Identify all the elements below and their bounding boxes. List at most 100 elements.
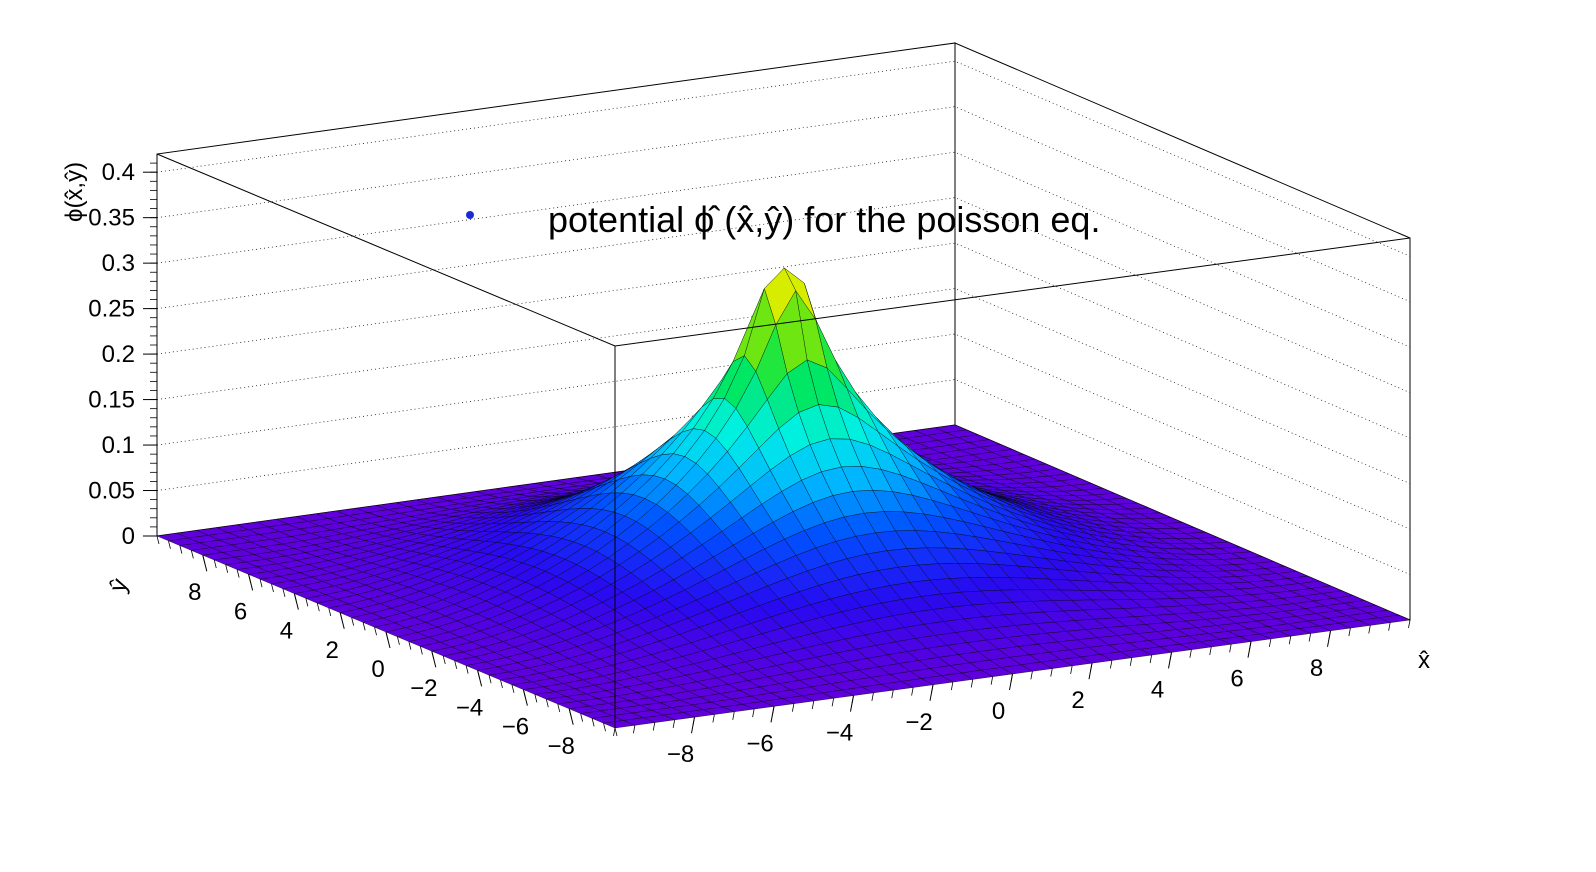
- x-minor-tick: [1328, 630, 1331, 639]
- y-minor-tick: [568, 708, 572, 717]
- y-minor-tick: [351, 617, 355, 626]
- x-minor-tick: [1010, 673, 1013, 683]
- x-minor-tick: [752, 709, 755, 718]
- x-minor-tick: [1090, 663, 1093, 672]
- y-minor-tick: [397, 636, 400, 645]
- x-minor-tick: [911, 687, 914, 696]
- z-tick-label: 0: [122, 523, 135, 550]
- y-minor-tick: [168, 540, 171, 549]
- x-minor-tick: [990, 676, 994, 685]
- y-tick-label: −8: [548, 733, 575, 760]
- x-tick-label: 0: [992, 698, 1005, 725]
- x-minor-tick: [1189, 649, 1192, 658]
- y-tick-label: −6: [502, 714, 529, 741]
- z-tick-label: 0.15: [88, 387, 135, 414]
- y-minor-tick: [545, 699, 549, 708]
- y-minor-tick: [500, 679, 503, 689]
- y-tick-label: 0: [371, 656, 384, 683]
- x-tick-label: 2: [1071, 687, 1084, 714]
- y-minor-tick: [339, 612, 343, 621]
- z-gridline: [156, 106, 1411, 302]
- x-minor-tick: [652, 722, 656, 731]
- z-gridline: [156, 333, 1411, 530]
- x-minor-tick: [1030, 671, 1033, 680]
- y-minor-tick: [385, 631, 389, 641]
- y-minor-tick: [614, 727, 618, 737]
- x-minor-tick: [632, 725, 636, 734]
- y-tick-label: −2: [410, 675, 437, 702]
- y-minor-tick: [374, 627, 377, 636]
- y-minor-tick: [225, 564, 229, 573]
- y-minor-tick: [328, 607, 332, 617]
- z-gridline: [156, 60, 1411, 257]
- y-minor-tick: [419, 646, 423, 655]
- x-minor-tick: [613, 727, 616, 737]
- x-minor-tick: [1308, 633, 1312, 642]
- x-minor-tick: [672, 719, 676, 728]
- z-tick-label: 0.1: [102, 432, 135, 459]
- y-minor-tick: [511, 684, 515, 693]
- x-tick-label: −6: [746, 730, 773, 757]
- x-minor-tick: [1348, 628, 1351, 637]
- z-tick-label: 0.35: [88, 205, 135, 232]
- y-minor-tick: [259, 579, 263, 588]
- surface-cell: [602, 720, 636, 729]
- x-minor-tick: [1050, 668, 1053, 677]
- y-minor-tick: [523, 689, 526, 698]
- x-minor-tick: [1288, 636, 1292, 645]
- x-axis-title: x̂: [1418, 647, 1430, 674]
- surface-mesh: [156, 267, 1411, 729]
- z-tick-label: 0.4: [102, 159, 135, 186]
- x-minor-tick: [831, 698, 835, 707]
- x-minor-tick: [1070, 665, 1073, 674]
- legend-entry: potential ϕ̂ (x̂,ŷ) for the poisson eq.: [548, 199, 1100, 240]
- x-tick-label: −8: [667, 741, 694, 768]
- x-tick-label: 6: [1230, 666, 1243, 693]
- z-tick-label: 0.25: [88, 296, 135, 323]
- x-tick-label: 8: [1310, 655, 1323, 682]
- x-minor-tick: [1169, 652, 1172, 661]
- x-minor-tick: [1149, 655, 1153, 664]
- y-minor-tick: [580, 713, 584, 722]
- x-minor-tick: [1109, 660, 1113, 669]
- y-minor-tick: [362, 622, 366, 631]
- y-minor-tick: [156, 535, 160, 545]
- x-minor-tick: [791, 703, 795, 712]
- x-minor-tick: [851, 695, 854, 704]
- axis-ticks: [143, 162, 1411, 737]
- z-gridline: [156, 242, 1411, 439]
- x-minor-tick: [891, 690, 894, 699]
- tick-labels: 0 0.05 0.1 0.15 0.2 0.25 0.3 0.35 0.4 −8 −6 −4 −2 0 2 4…: [88, 159, 1323, 768]
- legend-marker: [466, 211, 474, 219]
- x-tick-label: 4: [1151, 676, 1164, 703]
- z-gridline: [156, 197, 1411, 393]
- x-minor-tick: [1388, 622, 1391, 631]
- y-minor-tick: [271, 583, 274, 593]
- x-minor-tick: [692, 717, 695, 726]
- y-minor-tick: [316, 603, 320, 612]
- y-minor-tick: [465, 665, 469, 674]
- y-tick-label: −4: [456, 694, 483, 721]
- x-minor-tick: [950, 682, 954, 691]
- y-minor-tick: [557, 703, 561, 713]
- y-minor-tick: [213, 559, 217, 569]
- x-minor-tick: [1129, 657, 1133, 666]
- y-minor-tick: [477, 670, 480, 679]
- y-minor-tick: [442, 655, 446, 665]
- y-minor-tick: [282, 588, 286, 597]
- z-tick-label: 0.05: [88, 478, 135, 505]
- y-minor-tick: [603, 723, 606, 732]
- x-minor-tick: [1229, 644, 1232, 653]
- x-tick-label: −2: [905, 709, 932, 736]
- y-minor-tick: [454, 660, 458, 669]
- x-minor-tick: [732, 711, 735, 720]
- y-minor-tick: [202, 555, 206, 564]
- y-minor-tick: [534, 694, 538, 703]
- x-tick-label: −4: [826, 720, 853, 747]
- x-minor-tick: [1268, 638, 1272, 647]
- x-minor-tick: [1209, 646, 1212, 656]
- z-gridline: [156, 288, 1411, 484]
- gridlines: [156, 60, 1411, 575]
- z-gridline: [156, 379, 1411, 575]
